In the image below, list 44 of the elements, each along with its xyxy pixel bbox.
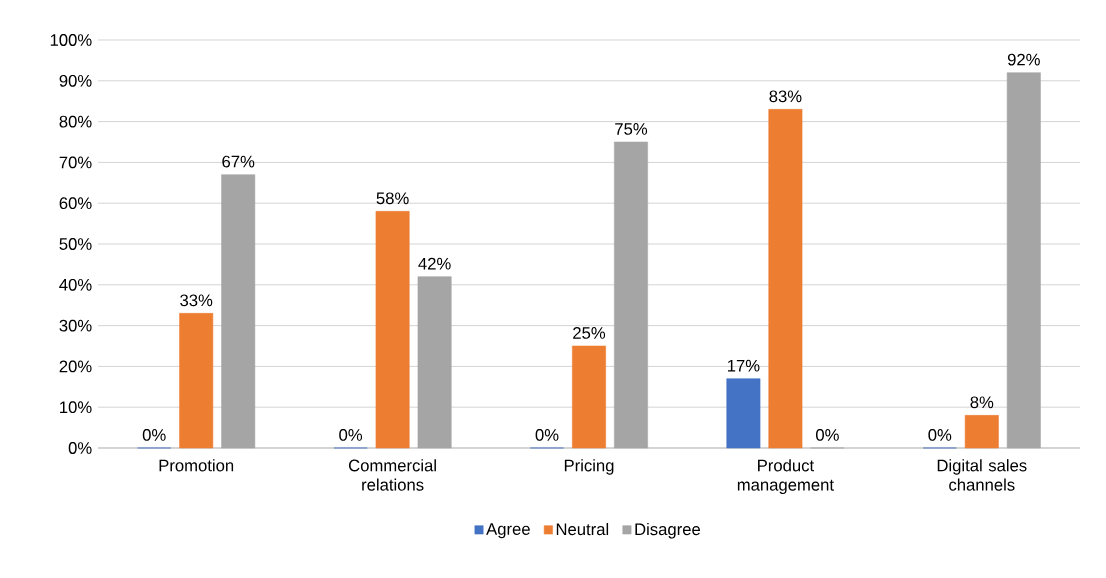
data-label: 0% [339,429,363,441]
data-label: 58% [376,192,409,205]
bar [417,276,452,449]
legend-label: Disagree [635,522,701,539]
data-label: 17% [728,359,760,372]
x-tick-label: Pricing [564,459,614,475]
bar [768,109,803,449]
y-tick-label: 100% [50,34,92,46]
y-tick-label: 30% [59,319,92,332]
bar [614,141,648,449]
y-tick-label: 40% [59,278,92,291]
data-label: 0% [816,429,839,441]
x-tick-label: Digital sales channels [937,459,1027,491]
data-label: 75% [615,123,648,135]
legend-label: Agree [486,523,530,539]
data-label: 92% [1007,53,1040,66]
bar [964,415,999,449]
y-tick-label: 60% [59,197,92,210]
y-tick-label: 80% [59,115,92,128]
y-tick-label: 90% [59,74,92,87]
data-label: 0% [142,429,166,441]
bar [572,345,606,449]
x-tick-label: Commercial relations [348,459,436,491]
data-label: 25% [573,327,606,339]
data-label: 67% [222,155,255,168]
data-label: 33% [180,294,213,307]
x-tick-label: Product management [737,459,834,495]
y-tick-label: 10% [60,401,92,414]
bar [726,378,761,449]
data-label: 0% [928,429,952,441]
data-label: 42% [418,257,451,270]
bar [1006,72,1041,449]
bar [221,174,256,449]
y-tick-label: 50% [59,238,92,250]
y-tick-label: 20% [59,360,92,373]
data-label: 0% [535,429,559,441]
data-label: 8% [970,396,994,409]
x-tick-label: Promotion [159,459,234,472]
y-tick-label: 0% [68,442,92,454]
y-tick-label: 70% [59,156,92,169]
legend-label: Neutral [556,522,609,536]
bar [179,313,214,449]
bar [375,211,410,449]
data-label: 83% [769,90,802,103]
